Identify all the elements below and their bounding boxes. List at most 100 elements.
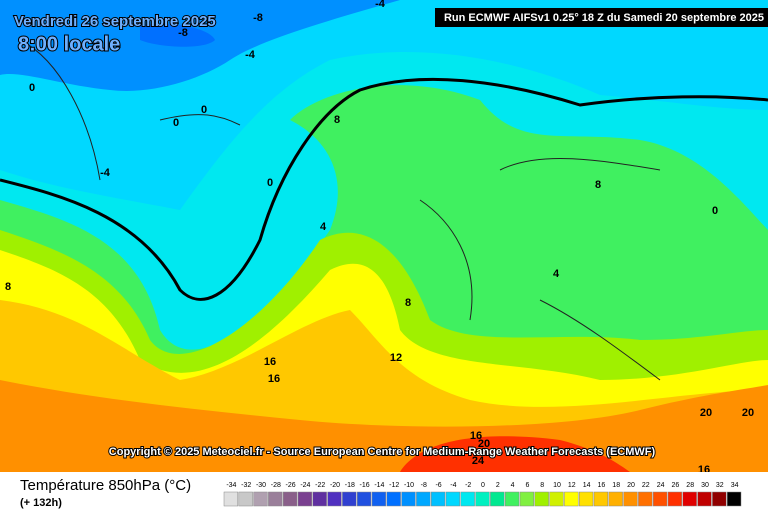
scale-swatch	[401, 491, 416, 507]
contour-label: 24	[472, 455, 485, 467]
scale-swatch	[549, 491, 564, 507]
contour-label: 0	[712, 205, 718, 217]
scale-label: 6	[525, 482, 529, 489]
contour-label: -8	[253, 12, 263, 24]
contour-label: -4	[245, 49, 256, 61]
scale-swatch	[519, 491, 535, 507]
scale-swatch	[297, 491, 313, 507]
contour-label: 20	[742, 407, 754, 419]
scale-label: 18	[612, 482, 620, 489]
scale-label: 14	[583, 482, 591, 489]
scale-swatch	[504, 491, 520, 507]
scale-label: -10	[404, 482, 414, 489]
contour-line	[0, 77, 768, 301]
scale-label: 4	[511, 482, 515, 489]
scale-swatch	[712, 491, 727, 507]
scale-swatch	[534, 491, 549, 507]
scale-swatch	[608, 491, 623, 507]
scale-label: -28	[271, 482, 281, 489]
legend-title: Température 850hPa (°C)	[20, 477, 191, 494]
scale-label: 30	[701, 482, 709, 489]
contour-label: 16	[268, 373, 280, 385]
scale-label: 32	[716, 482, 724, 489]
scale-label: -20	[330, 482, 340, 489]
color-scale: -34 -32 -30 -28 -26 -24 -22 -20 -18 -16 -14 -12 -10-…	[223, 482, 742, 507]
scale-swatch	[475, 491, 490, 507]
scale-label: 34	[731, 482, 739, 489]
scale-swatch	[268, 491, 283, 507]
contour-label: 12	[390, 352, 402, 364]
scale-swatch	[564, 491, 579, 507]
scale-swatch	[356, 491, 372, 507]
scale-label: -32	[241, 482, 251, 489]
scale-swatch	[312, 491, 327, 507]
contour-label: -4	[375, 0, 386, 10]
scale-label: 24	[657, 482, 665, 489]
contour-label: 0	[201, 104, 207, 116]
scale-label: 12	[568, 482, 576, 489]
scale-label: 26	[672, 482, 680, 489]
scale-label: -30	[256, 482, 266, 489]
scale-swatch	[652, 491, 668, 507]
cold-core	[140, 23, 215, 47]
contour-label: 0	[267, 177, 273, 189]
scale-label: 16	[598, 482, 606, 489]
scale-swatch	[445, 491, 461, 507]
scale-label: -6	[435, 482, 441, 489]
scale-label: 10	[553, 482, 561, 489]
scale-label: 0	[481, 482, 485, 489]
scale-label: -16	[360, 482, 370, 489]
scale-swatch	[682, 491, 697, 507]
scale-label: -8	[421, 482, 427, 489]
scale-swatch	[253, 491, 268, 507]
contour-label: 8	[5, 281, 11, 293]
scale-swatch	[667, 491, 683, 507]
contour-label: 4	[320, 221, 327, 233]
contour-label: -4	[100, 167, 111, 179]
contour-label: 0	[173, 117, 179, 129]
forecast-time: 8:00 locale	[18, 33, 120, 55]
scale-swatch	[327, 491, 342, 507]
scale-swatch	[282, 491, 298, 507]
scale-label: -26	[286, 482, 296, 489]
scale-swatch	[386, 491, 401, 507]
run-info: Run ECMWF AIFSv1 0.25° 18 Z du Samedi 20…	[444, 12, 764, 24]
scale-swatch	[342, 491, 357, 507]
scale-swatch	[416, 491, 431, 507]
contour-label: 20	[700, 407, 712, 419]
scale-label: 28	[686, 482, 694, 489]
scale-swatch	[593, 491, 609, 507]
scale-label: 20	[627, 482, 635, 489]
map	[0, 0, 768, 472]
scale-swatch	[638, 491, 653, 507]
contour-label: 8	[595, 179, 601, 191]
scale-swatch	[238, 491, 253, 507]
scale-label: -24	[300, 482, 310, 489]
forecast-date: Vendredi 26 septembre 2025	[14, 13, 216, 30]
contour-label: 8	[405, 297, 411, 309]
scale-swatch	[460, 491, 475, 507]
scale-label: -34	[226, 482, 236, 489]
contour-label: 4	[553, 268, 560, 280]
scale-label: -18	[345, 482, 355, 489]
run-box	[435, 8, 768, 27]
scale-swatch	[371, 491, 387, 507]
legend-subtitle: (+ 132h)	[20, 497, 62, 509]
scale-swatch	[697, 491, 712, 507]
scale-label: -2	[465, 482, 471, 489]
scale-swatch	[223, 491, 239, 507]
contour-label: 16	[264, 356, 276, 368]
scale-swatch	[490, 491, 505, 507]
scale-label: -14	[374, 482, 384, 489]
scale-label: -22	[315, 482, 325, 489]
scale-label: 22	[642, 482, 650, 489]
coastline	[19, 39, 661, 381]
scale-swatch	[726, 491, 742, 507]
contour-label: 20	[478, 438, 490, 450]
scale-swatch	[623, 491, 638, 507]
band-24	[400, 436, 630, 472]
scale-swatch	[578, 491, 594, 507]
contour-label: 0	[29, 82, 35, 94]
contour-label: -8	[178, 27, 188, 39]
